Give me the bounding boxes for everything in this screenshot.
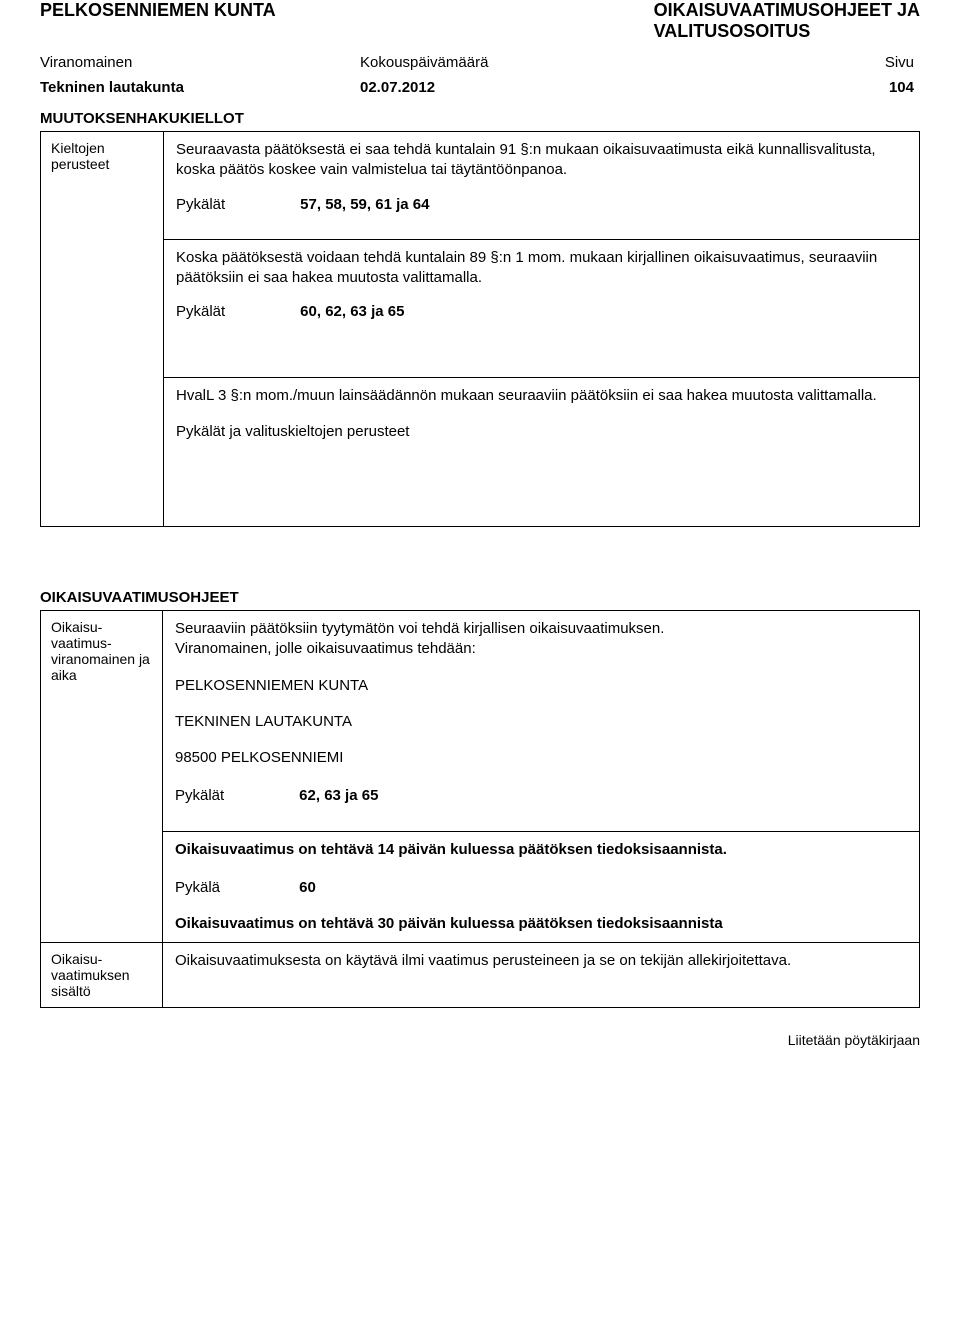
s2-box2-pykala: 60 [299, 879, 316, 896]
box2-pykalat: 60, 62, 63 ja 65 [300, 303, 404, 320]
s2-box1-line2: Viranomainen, jolle oikaisuvaatimus tehd… [175, 639, 907, 659]
section1-box: Kieltojen perusteet Seuraavasta päätökse… [40, 131, 920, 527]
section1-inner2: Koska päätöksestä voidaan tehdä kuntalai… [163, 240, 919, 378]
left-label-2: perusteet [51, 156, 153, 172]
left-label-1: Kieltojen [51, 140, 153, 156]
doc-title-line2: VALITUSOSOITUS [654, 21, 920, 42]
section2-inner3: Oikaisuvaatimuksesta on käytävä ilmi vaa… [163, 943, 919, 1007]
s2-left1-l3: viranomainen ja [51, 651, 152, 667]
authority-value: Tekninen lautakunta [40, 79, 360, 96]
s2-box2-text2: Oikaisuvaatimus on tehtävä 30 päivän kul… [175, 914, 907, 934]
s2-box1-board: TEKNINEN LAUTAKUNTA [175, 712, 907, 732]
section2-left1: Oikaisu- vaatimus- viranomainen ja aika [41, 611, 163, 942]
section1-box2-text: Koska päätöksestä voidaan tehdä kuntalai… [176, 248, 907, 289]
doc-title-line1: OIKAISUVAATIMUSOHJEET JA [654, 0, 920, 21]
section2-title: OIKAISUVAATIMUSOHJEET [40, 589, 920, 606]
section2-inner2: Oikaisuvaatimus on tehtävä 14 päivän kul… [163, 832, 919, 943]
s2-left1-l4: aika [51, 667, 152, 683]
date-value: 02.07.2012 [360, 79, 720, 96]
s2-box1-addr: 98500 PELKOSENNIEMI [175, 748, 907, 768]
box2-pykalat-label: Pykälät [176, 302, 296, 322]
page-num: 104 [720, 79, 920, 96]
s2-box1-pykalat-label: Pykälät [175, 786, 295, 806]
box1-pykalat: 57, 58, 59, 61 ja 64 [300, 196, 429, 213]
section2-box: Oikaisu- vaatimus- viranomainen ja aika … [40, 610, 920, 943]
section1-left-label: Kieltojen perusteet [41, 132, 163, 526]
section1-inner3: HvalL 3 §:n mom./muun lainsäädännön muka… [163, 378, 919, 527]
s2-box3-text: Oikaisuvaatimuksesta on käytävä ilmi vaa… [175, 951, 907, 971]
org-name: PELKOSENNIEMEN KUNTA [40, 0, 276, 42]
footer-note: Liitetään pöytäkirjaan [0, 1028, 960, 1048]
authority-label: Viranomainen [40, 54, 360, 71]
section1-box1-text: Seuraavasta päätöksestä ei saa tehdä kun… [176, 140, 907, 181]
box1-pykalat-label: Pykälät [176, 195, 296, 215]
s2-left1-l2: vaatimus- [51, 635, 152, 651]
s2-left1-l1: Oikaisu- [51, 619, 152, 635]
section2-bottom: Oikaisu- vaatimuksen sisältö Oikaisuvaat… [40, 943, 920, 1008]
section1-inner1: Seuraavasta päätöksestä ei saa tehdä kun… [163, 132, 919, 240]
doc-title: OIKAISUVAATIMUSOHJEET JA VALITUSOSOITUS [654, 0, 920, 42]
s2-box2-text: Oikaisuvaatimus on tehtävä 14 päivän kul… [175, 840, 907, 860]
section1-title: MUUTOKSENHAKUKIELLOT [40, 110, 920, 127]
s2-left2-l3: sisältö [51, 983, 152, 999]
section2-inner1: Seuraaviin päätöksiin tyytymätön voi teh… [163, 611, 919, 832]
section1-box3-sub: Pykälät ja valituskieltojen perusteet [176, 422, 907, 442]
s2-box2-pykala-label: Pykälä [175, 878, 295, 898]
section2-left2: Oikaisu- vaatimuksen sisältö [41, 943, 163, 1007]
date-label: Kokouspäivämäärä [360, 54, 720, 71]
page-label: Sivu [720, 54, 920, 71]
section1-box3-text: HvalL 3 §:n mom./muun lainsäädännön muka… [176, 386, 907, 406]
s2-box1-org: PELKOSENNIEMEN KUNTA [175, 676, 907, 696]
s2-left2-l2: vaatimuksen [51, 967, 152, 983]
s2-left2-l1: Oikaisu- [51, 951, 152, 967]
s2-box1-pykalat: 62, 63 ja 65 [299, 787, 378, 804]
s2-box1-line1: Seuraaviin päätöksiin tyytymätön voi teh… [175, 619, 907, 639]
